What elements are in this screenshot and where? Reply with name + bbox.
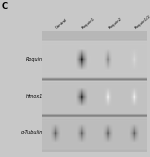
Text: Hmox1: Hmox1 xyxy=(25,94,43,99)
Text: α-Tubulin: α-Tubulin xyxy=(20,130,43,135)
Text: Roquin: Roquin xyxy=(26,57,43,62)
Text: Roquin2: Roquin2 xyxy=(108,16,123,30)
Text: Roquin1: Roquin1 xyxy=(81,16,96,30)
Text: Roquin1/2: Roquin1/2 xyxy=(134,14,150,30)
Text: C: C xyxy=(2,2,8,11)
Text: Control: Control xyxy=(55,18,69,30)
